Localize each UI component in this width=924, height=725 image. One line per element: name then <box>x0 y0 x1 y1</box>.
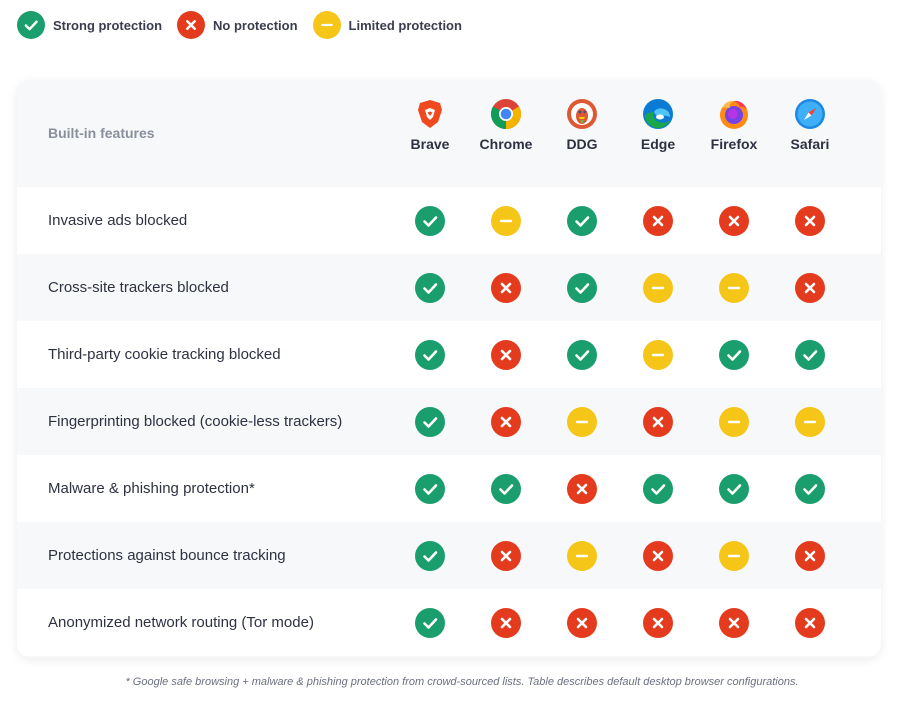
table-header-label: Built-in features <box>48 125 155 141</box>
check-icon <box>415 273 445 303</box>
feature-label: Anonymized network routing (Tor mode) <box>48 614 314 631</box>
brave-logo-icon <box>390 98 470 130</box>
check-icon <box>415 541 445 571</box>
x-icon <box>795 273 825 303</box>
browser-name: DDG <box>566 136 598 152</box>
x-icon <box>177 11 206 39</box>
x-icon <box>567 474 597 504</box>
check-icon <box>567 340 597 370</box>
table-row: Anonymized network routing (Tor mode) <box>17 589 881 656</box>
table-row: Cross-site trackers blocked <box>17 254 881 321</box>
table-row: Third-party cookie tracking blocked <box>17 321 881 388</box>
edge-logo-icon <box>618 98 698 130</box>
column-header-brave: Brave <box>390 98 470 152</box>
feature-label: Third-party cookie tracking blocked <box>48 346 281 363</box>
x-icon <box>491 340 521 370</box>
check-icon <box>17 11 45 39</box>
x-icon <box>719 608 749 638</box>
check-icon <box>415 340 445 370</box>
minus-icon <box>491 206 521 236</box>
legend-label: Strong protection <box>53 17 163 33</box>
legend-item-none: No protection <box>177 11 298 39</box>
column-header-safari: Safari <box>770 98 850 152</box>
check-icon <box>415 206 445 236</box>
check-icon <box>567 206 597 236</box>
feature-label: Invasive ads blocked <box>48 212 188 229</box>
check-icon <box>719 340 749 370</box>
x-icon <box>795 608 825 638</box>
x-icon <box>567 608 597 638</box>
browser-name: Safari <box>790 136 830 152</box>
table-body: Invasive ads blocked Cross-site trackers … <box>17 187 881 656</box>
firefox-logo-icon <box>694 98 774 130</box>
check-icon <box>719 474 749 504</box>
feature-label: Malware & phishing protection* <box>48 480 255 497</box>
column-header-edge: Edge <box>618 98 698 152</box>
minus-icon <box>643 340 673 370</box>
table-row: Malware & phishing protection* <box>17 455 881 522</box>
table-row: Protections against bounce tracking <box>17 522 881 589</box>
check-icon <box>795 474 825 504</box>
check-icon <box>491 474 521 504</box>
safari-logo-icon <box>770 98 850 130</box>
legend-label: Limited protection <box>348 17 462 33</box>
browser-name: Chrome <box>479 136 533 152</box>
column-header-chrome: Chrome <box>466 98 546 152</box>
legend-item-limited: Limited protection <box>312 11 462 39</box>
minus-icon <box>795 407 825 437</box>
feature-label: Protections against bounce tracking <box>48 547 286 564</box>
browser-name: Brave <box>410 136 450 152</box>
minus-icon <box>567 541 597 571</box>
x-icon <box>491 407 521 437</box>
check-icon <box>415 474 445 504</box>
comparison-table: Built-in features Brave Chrome DDG Edge Fire… <box>17 80 881 658</box>
table-header: Built-in features Brave Chrome DDG Edge Fire… <box>17 80 881 187</box>
table-row: Invasive ads blocked <box>17 187 881 254</box>
minus-icon <box>719 407 749 437</box>
x-icon <box>643 206 673 236</box>
minus-icon <box>719 541 749 571</box>
check-icon <box>415 407 445 437</box>
check-icon <box>643 474 673 504</box>
x-icon <box>643 608 673 638</box>
check-icon <box>415 608 445 638</box>
legend-label: No protection <box>213 17 298 33</box>
minus-icon <box>567 407 597 437</box>
duckduckgo-logo-icon <box>542 98 622 130</box>
browser-name: Edge <box>640 136 676 152</box>
x-icon <box>643 541 673 571</box>
minus-icon <box>719 273 749 303</box>
column-header-ddg: DDG <box>542 98 622 152</box>
x-icon <box>795 206 825 236</box>
check-icon <box>795 340 825 370</box>
chrome-logo-icon <box>466 98 546 130</box>
x-icon <box>491 273 521 303</box>
x-icon <box>795 541 825 571</box>
legend: Strong protection No protection Limited pr… <box>17 10 477 40</box>
minus-icon <box>312 11 341 39</box>
column-header-firefox: Firefox <box>694 98 774 152</box>
x-icon <box>643 407 673 437</box>
browser-name: Firefox <box>710 136 758 152</box>
x-icon <box>491 608 521 638</box>
x-icon <box>719 206 749 236</box>
feature-label: Fingerprinting blocked (cookie-less trac… <box>48 413 343 430</box>
check-icon <box>567 273 597 303</box>
minus-icon <box>643 273 673 303</box>
feature-label: Cross-site trackers blocked <box>48 279 229 296</box>
table-row: Fingerprinting blocked (cookie-less trac… <box>17 388 881 455</box>
x-icon <box>491 541 521 571</box>
legend-item-strong: Strong protection <box>17 11 162 39</box>
footnote: * Google safe browsing + malware & phish… <box>125 676 799 688</box>
